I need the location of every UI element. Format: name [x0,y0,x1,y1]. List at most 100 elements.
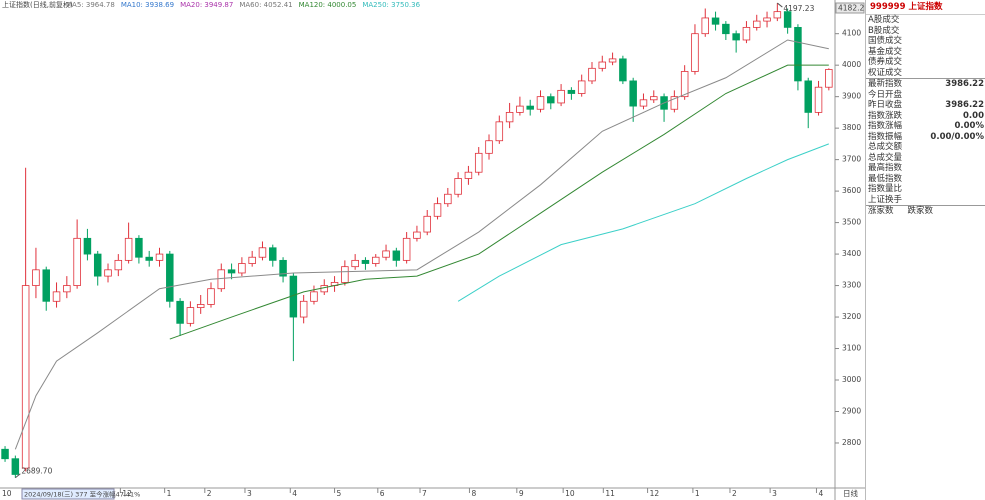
candle-body [124,237,133,261]
ma-line [14,39,829,450]
breadth-label: 涨家数 [868,206,894,216]
candle-body [454,178,462,195]
candle-body [722,23,730,35]
candle-body [464,171,473,179]
candle-body [557,89,565,104]
candle-body [238,263,246,274]
candle-body [526,105,534,110]
x-tick-label: 1 [167,489,172,498]
candle-body [227,269,236,274]
candle-body [814,86,823,113]
candle-body [217,269,226,290]
candle-body [42,269,50,302]
period-label: 日线 [843,488,858,498]
candle-body [691,33,699,72]
chart-bg [0,0,865,500]
row-label: 国债成交 [868,36,903,46]
indicator-label: MA10: 3938.69 [121,1,174,9]
candle-body [773,11,782,19]
x-tick-label: 4 [818,489,823,498]
x-tick-label: 8 [471,489,476,498]
candle-body [485,140,493,154]
x-tick-label: 3 [772,489,777,498]
quote-row: 最高指数 [866,163,985,174]
breadth: 涨家数 跌家数 [866,205,985,217]
breadth-label: 跌家数 [907,206,934,216]
candle-body [114,259,123,271]
candle-body [11,458,20,475]
x-tick-label: 7 [422,489,427,498]
candle-body [279,259,287,277]
candle-body [505,111,514,123]
code: 999999 [870,2,906,12]
candle-body [732,33,740,41]
quote-rows: 最新指数 3986.22 今日开盘 昨日收盘 3986.22 指数涨跌 0.00 指数涨幅 0.… [866,78,985,205]
candle-body [536,96,545,110]
candle-body [763,17,771,22]
row-label: 指数量比 [868,184,903,194]
volume-row: A股成交 [866,15,985,26]
hover-label: 2024/09/18(三) 377 至今涨幅47.41% [24,490,140,499]
candle-body [742,26,751,41]
volume-rows: A股成交 B股成交 国债成交 基金成交 债券成交 权证成交 [866,15,985,78]
indicator-label: MA120: 4000.05 [299,1,357,9]
candle-body [413,231,421,239]
candle-body [351,259,359,268]
quote-row: 总成交额 [866,142,985,153]
y-tick-label: 4100 [842,29,861,38]
x-tick-label: 6 [380,489,385,498]
candle-body [52,291,61,302]
candle-body [186,307,195,324]
candle-body [320,285,329,293]
candle-body [371,256,380,264]
candle-body [619,58,627,82]
cursor-label: 4182.2 [838,4,864,13]
quote-row: 昨日收盘 3986.22 [866,100,985,111]
x-tick-label: 12 [122,489,132,498]
y-tick-label: 2900 [842,406,861,415]
quote-row: 最低指数 [866,174,985,185]
candle-body [63,285,71,293]
quote-row: 指数振幅 0.00/0.00% [866,132,985,143]
x-tick-label: 1 [695,489,700,498]
row-label: B股成交 [868,25,900,36]
candle-body [650,96,658,101]
quote-row: 指数涨幅 0.00% [866,121,985,132]
candle-body [701,17,710,35]
x-tick-label: 11 [605,489,615,498]
candle-body [516,105,524,113]
y-tick-label: 3500 [842,218,861,227]
annotation-arrow [777,2,783,8]
name: 上证指数 [908,2,943,12]
candle-body [444,193,452,205]
cursor-box [835,2,865,14]
ma-line [457,143,830,302]
x-tick-label: 12 [650,489,660,498]
candle-body [196,304,205,308]
indicator-label: MA5: 3964.78 [66,1,115,9]
volume-row: 债券成交 [866,57,985,68]
candle-body [269,247,277,261]
candle-body [547,96,555,104]
row-value: 3986.22 [945,79,984,89]
annotation: 4197.23 [783,4,814,13]
candle-body [433,203,442,217]
candle-body [495,121,504,142]
y-tick-label: 2800 [842,438,861,447]
candle-body [423,215,431,233]
volume-row: B股成交 [866,26,985,37]
hover-box [21,488,115,500]
quote-panel: 999999 上证指数 A股成交 B股成交 国债成交 基金成交 债券成交 权证成交 最新指… [865,0,985,500]
row-label: 最高指数 [868,163,903,173]
y-tick-label: 3000 [842,375,861,384]
y-tick-label: 3700 [842,155,861,164]
row-label: A股成交 [868,15,900,25]
candle-body [474,152,483,173]
candle-body [392,250,401,261]
indicator-legend: MA5: 3964.78 MA10: 3938.69 MA20: 3949.87 MA… [66,1,421,9]
x-tick-label: 9 [519,489,524,498]
candle-body [629,80,637,107]
quote-row: 今日开盘 [866,90,985,101]
indicator-label: MA60: 4052.41 [239,1,292,9]
